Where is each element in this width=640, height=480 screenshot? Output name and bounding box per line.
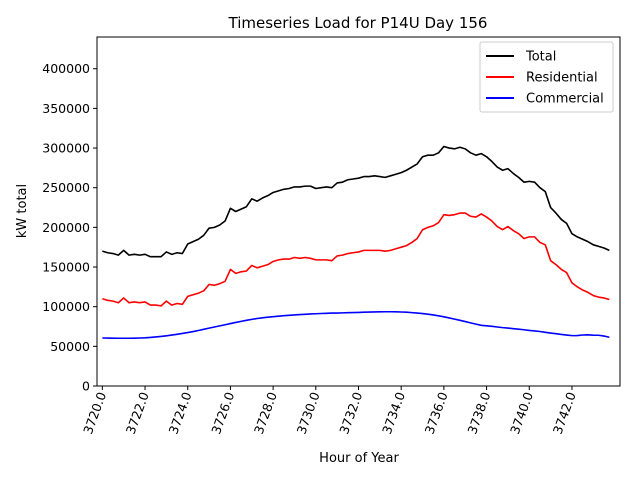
y-axis: 0 50000 100000 150000 200000 250000 300000 3500…: [42, 61, 97, 394]
y-tick-label: 100000: [42, 299, 90, 314]
plot-frame: [96, 36, 621, 387]
series-line-total: [102, 145, 610, 258]
y-tick-label: 350000: [42, 101, 90, 116]
legend-label-total: Total: [525, 50, 556, 65]
y-tick-label: 50000: [50, 339, 90, 354]
y-tick-label: 250000: [42, 180, 90, 195]
y-axis-label: kW total: [15, 184, 30, 238]
series-line-residential: [102, 212, 610, 307]
y-tick-label: 400000: [42, 61, 90, 76]
x-axis-label: Hour of Year: [319, 451, 399, 466]
chart-title: Timeseries Load for P14U Day 156: [228, 14, 488, 32]
series-line-commercial: [102, 310, 610, 340]
legend-label-residential: Residential: [526, 71, 598, 86]
y-tick-label: 0: [82, 379, 90, 394]
legend-box: [479, 41, 614, 113]
legend-label-commercial: Commercial: [526, 92, 604, 107]
series-lines: [102, 145, 610, 340]
y-tick-label: 150000: [42, 260, 90, 275]
legend: Total Residential Commercial: [479, 41, 614, 113]
y-tick-label: 200000: [42, 220, 90, 235]
y-tick-label: 300000: [42, 141, 90, 156]
